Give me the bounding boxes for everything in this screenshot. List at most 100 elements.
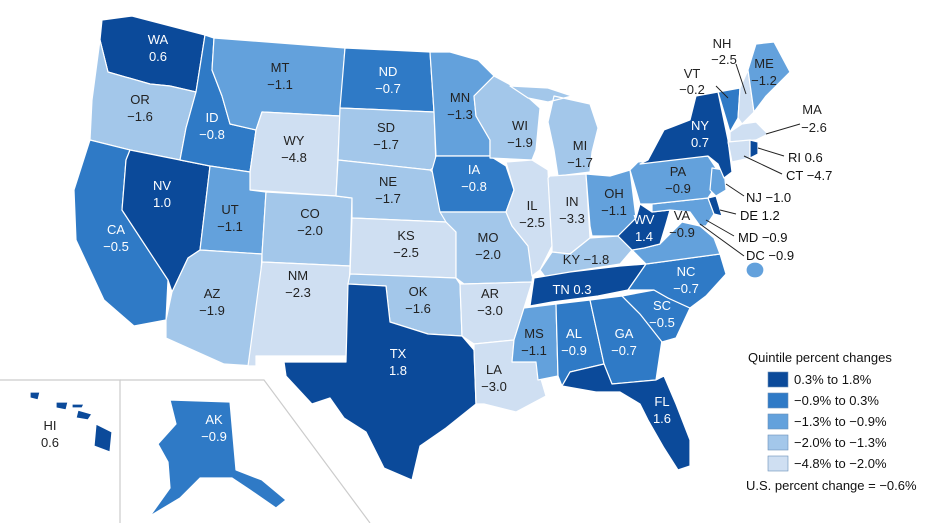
label-ga-value: −0.7 (611, 343, 637, 358)
label-ny-value: 0.7 (691, 135, 709, 150)
label-ia-value: −0.8 (461, 179, 487, 194)
label-fl-value: 1.6 (653, 411, 671, 426)
label-sc-value: −0.5 (649, 315, 675, 330)
label-ut-abbr: UT (221, 202, 238, 217)
label-sc-abbr: SC (653, 298, 671, 313)
state-wv (617, 203, 671, 251)
state-hi-kauai (29, 391, 41, 401)
label-mi-abbr: MI (573, 138, 587, 153)
label-ok-value: −1.6 (405, 301, 431, 316)
label-hi-abbr: HI (44, 418, 57, 433)
label-ok-abbr: OK (409, 284, 428, 299)
label-oh-value: −1.1 (601, 203, 627, 218)
state-nc (627, 253, 727, 309)
state-de (707, 195, 723, 217)
label-wi-abbr: WI (512, 118, 528, 133)
legend-label: −2.0% to −1.3% (794, 435, 887, 450)
legend-us-change: U.S. percent change = −0.6% (746, 478, 917, 493)
label-nh-abbr: NH (713, 36, 732, 51)
label-vt-abbr: VT (684, 66, 701, 81)
label-tx-abbr: TX (390, 346, 407, 361)
label-or-value: −1.6 (127, 109, 153, 124)
state-nd (339, 47, 435, 113)
legend: Quintile percent changes 0.3% to 1.8% −0.… (746, 350, 917, 493)
label-ca-abbr: CA (107, 222, 125, 237)
label-in-abbr: IN (566, 194, 579, 209)
label-wa-value: 0.6 (149, 49, 167, 64)
label-ne-abbr: NE (379, 174, 397, 189)
state-ak (149, 399, 287, 517)
legend-label: 0.3% to 1.8% (794, 372, 872, 387)
label-sd-abbr: SD (377, 120, 395, 135)
state-ny (639, 91, 733, 179)
label-wi-value: −1.9 (507, 135, 533, 150)
inset-frame-alaska (120, 379, 371, 523)
legend-swatch (767, 392, 789, 409)
label-nv-value: 1.0 (153, 195, 171, 210)
label-ny-abbr: NY (691, 118, 709, 133)
label-mt-value: −1.1 (267, 77, 293, 92)
label-ma-value: −2.6 (801, 120, 827, 135)
label-vt-value: −0.2 (679, 82, 705, 97)
legend-swatch (767, 434, 789, 451)
leader-lines (699, 63, 801, 257)
label-ma-abbr: MA (802, 102, 822, 117)
label-mo-value: −2.0 (475, 247, 501, 262)
legend-swatch (767, 371, 789, 388)
label-ct-callout: CT −4.7 (786, 168, 832, 183)
label-wy-abbr: WY (284, 133, 305, 148)
label-mn-abbr: MN (450, 90, 470, 105)
state-hi-big-island (93, 423, 113, 453)
label-de-callout: DE 1.2 (740, 208, 780, 223)
label-az-value: −1.9 (199, 303, 225, 318)
label-pa-abbr: PA (670, 164, 687, 179)
label-nm-abbr: NM (288, 268, 308, 283)
legend-label: −4.8% to −2.0% (794, 456, 887, 471)
hawaii-islands (29, 391, 113, 453)
label-wv-value: 1.4 (635, 229, 653, 244)
label-la-value: −3.0 (481, 379, 507, 394)
legend-label: −0.9% to 0.3% (794, 393, 879, 408)
state-hi-molokai (71, 403, 85, 409)
state-ky (539, 235, 633, 279)
label-ca-value: −0.5 (103, 239, 129, 254)
label-co-abbr: CO (300, 206, 320, 221)
label-al-value: −0.9 (561, 343, 587, 358)
label-ak-value: −0.9 (201, 429, 227, 444)
label-nv-abbr: NV (153, 178, 171, 193)
label-fl-abbr: FL (654, 394, 669, 409)
state-hi-maui (75, 409, 93, 421)
label-nc-value: −0.7 (673, 281, 699, 296)
label-wy-value: −4.8 (281, 150, 307, 165)
label-ar-value: −3.0 (477, 303, 503, 318)
state-il (505, 159, 553, 277)
label-ar-abbr: AR (481, 286, 499, 301)
label-ia-abbr: IA (468, 162, 481, 177)
label-wa-abbr: WA (148, 32, 169, 47)
state-hi-oahu (55, 401, 69, 411)
label-mn-value: −1.3 (447, 107, 473, 122)
label-dc-callout: DC −0.9 (746, 248, 794, 263)
label-ks-abbr: KS (397, 228, 415, 243)
state-mi (509, 85, 599, 177)
legend-swatch (767, 413, 789, 430)
label-nc-abbr: NC (677, 264, 696, 279)
label-ut-value: −1.1 (217, 219, 243, 234)
label-az-abbr: AZ (204, 286, 221, 301)
label-nd-abbr: ND (379, 64, 398, 79)
label-id-value: −0.8 (199, 127, 225, 142)
state-dc (745, 261, 765, 279)
label-nm-value: −2.3 (285, 285, 311, 300)
label-id-abbr: ID (206, 110, 219, 125)
legend-label: −1.3% to −0.9% (794, 414, 887, 429)
label-tx-value: 1.8 (389, 363, 407, 378)
label-ri-callout: RI 0.6 (788, 150, 823, 165)
label-md-callout: MD −0.9 (738, 230, 788, 245)
label-ms-abbr: MS (524, 326, 544, 341)
legend-items: 0.3% to 1.8% −0.9% to 0.3% −1.3% to −0.9% −… (767, 371, 887, 472)
label-nj-callout: NJ −1.0 (746, 190, 791, 205)
label-hi-value: 0.6 (41, 435, 59, 450)
label-nd-value: −0.7 (375, 81, 401, 96)
